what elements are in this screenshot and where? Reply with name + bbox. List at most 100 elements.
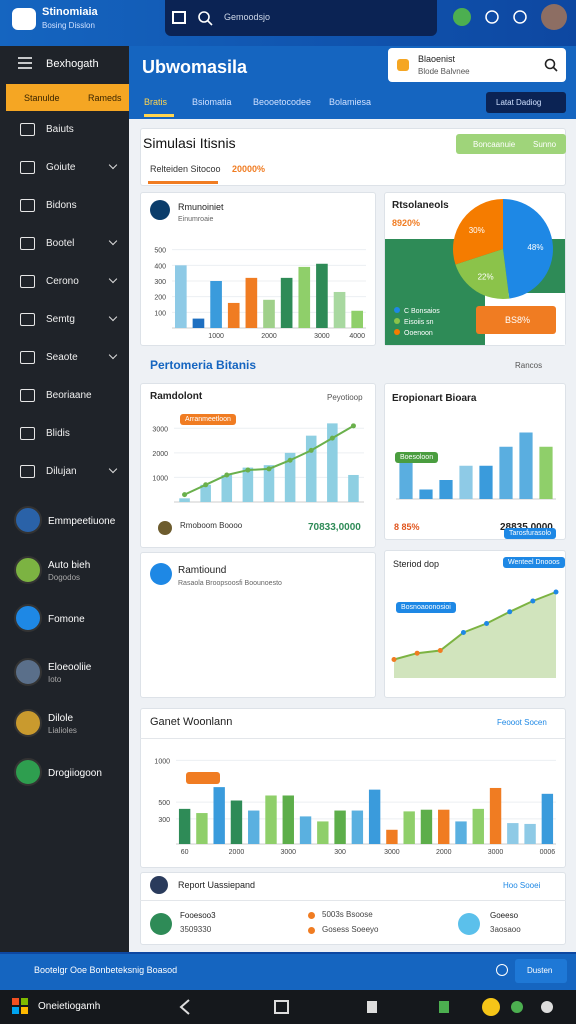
card-title: Ramtiound (178, 565, 227, 576)
x-tick-label: 2000 (436, 849, 452, 856)
bar (230, 800, 243, 844)
bar (539, 446, 553, 499)
header-button[interactable] (486, 92, 566, 113)
bar (327, 423, 338, 502)
tab[interactable]: Beooetocodee (253, 97, 312, 107)
bar (316, 263, 328, 328)
active-tab[interactable]: Stanulde (24, 93, 60, 103)
y-tick-label: 500 (154, 248, 166, 255)
card-title: Ramdolont (150, 391, 203, 402)
y-tick-label: 400 (154, 263, 166, 270)
app-title: Stinomiaia (42, 6, 98, 18)
header-button-label: Latat Dadiog (496, 98, 542, 107)
nav-icon (20, 275, 35, 288)
menu-icon[interactable] (18, 57, 32, 69)
bar (200, 484, 211, 502)
nav-icon (20, 313, 35, 326)
tab[interactable]: Bsiomatia (192, 97, 232, 107)
card-button[interactable] (476, 306, 556, 334)
divider (140, 738, 566, 739)
point (224, 472, 230, 478)
avatar (14, 709, 42, 737)
chart-legend-pill (186, 772, 220, 784)
nav-item[interactable]: Beoriaane (46, 390, 92, 401)
bar (399, 456, 413, 499)
y-tick-label: 300 (154, 279, 166, 286)
point (507, 609, 513, 615)
person-name[interactable]: Dilole (48, 713, 74, 724)
avatar (150, 876, 168, 894)
point (329, 435, 335, 441)
x-tick-label: 1000 (208, 333, 224, 340)
pie-slice (503, 199, 553, 299)
bottom-button[interactable] (515, 959, 567, 983)
legend-swatch (394, 329, 400, 335)
bar (317, 821, 329, 844)
avatar (14, 658, 42, 686)
row-value: Gosess Soeeyo (322, 925, 379, 934)
card-icon (150, 200, 170, 220)
divider (140, 900, 566, 901)
active-tab-bg (6, 84, 129, 111)
nav-item[interactable]: Bootel (46, 238, 75, 249)
badge[interactable] (456, 134, 566, 154)
nav-item[interactable]: Seaote (46, 352, 78, 363)
person-name[interactable]: Auto bieh (48, 560, 91, 571)
bar (519, 432, 533, 499)
person-name[interactable]: Drogiiogoon (48, 768, 102, 779)
person-name[interactable]: Fomone (48, 614, 85, 625)
logo[interactable] (12, 8, 36, 30)
nav-item[interactable]: Cerono (46, 276, 79, 287)
legend-label: Ooenoon (404, 330, 433, 337)
bar (213, 787, 225, 844)
nav-item[interactable]: Goiute (46, 162, 76, 173)
legend-swatch (394, 318, 400, 324)
person-name[interactable]: Emmpeetiuone (48, 516, 116, 527)
row-icon (458, 913, 480, 935)
person-sub: Ioto (48, 675, 62, 684)
row-dot (308, 912, 315, 919)
person-sub: Dogodos (48, 573, 81, 582)
card-footer: 8 85% (394, 522, 420, 532)
point (245, 467, 251, 473)
point (460, 630, 466, 635)
tab[interactable]: Bratis (144, 97, 168, 107)
nav-icon (20, 427, 35, 440)
section2-range[interactable]: Rancos (515, 361, 543, 370)
card-subtitle: 8920% (392, 218, 421, 228)
bar (284, 452, 296, 502)
card-title: Rmunoiniet (178, 202, 224, 212)
bar (298, 266, 311, 328)
nav-item[interactable]: Bidons (46, 200, 77, 211)
card-link[interactable]: Feooot Socen (497, 718, 547, 727)
search-bar[interactable] (165, 0, 437, 36)
nav-icon (20, 237, 35, 250)
nav-icon (20, 351, 35, 364)
nav-item[interactable]: Baiuts (46, 124, 74, 135)
page-title: Ubwomasila (142, 57, 248, 77)
nav-item[interactable]: Semtg (46, 314, 75, 325)
point (553, 589, 559, 595)
y-tick-label: 500 (158, 800, 170, 807)
chart-pill: Bosnoaoonosioi (396, 602, 456, 613)
active-tab[interactable]: Rameds (88, 93, 122, 103)
nav-item[interactable]: Dilujan (46, 466, 77, 477)
tab-underline (144, 114, 174, 117)
bar (489, 787, 502, 844)
chart-pill: Tarosfurasolo (504, 528, 557, 539)
nav-item[interactable]: Blidis (46, 428, 70, 439)
y-tick-label: 3000 (152, 426, 168, 433)
search-card[interactable] (388, 48, 566, 82)
info-card (140, 552, 376, 698)
x-tick-label: 2000 (261, 333, 277, 340)
bar (196, 813, 208, 844)
start-icon[interactable] (12, 998, 28, 1014)
tab[interactable]: Bolamiesa (329, 97, 372, 107)
search-icon[interactable] (544, 58, 558, 72)
pie-slice (453, 199, 503, 265)
report-link[interactable]: Hoo Sooei (503, 881, 541, 890)
person-name[interactable]: Eloeooliie (48, 662, 92, 673)
search-card-title: Blaoenist (418, 54, 456, 64)
row-label: Fooesoo3 (180, 911, 216, 920)
